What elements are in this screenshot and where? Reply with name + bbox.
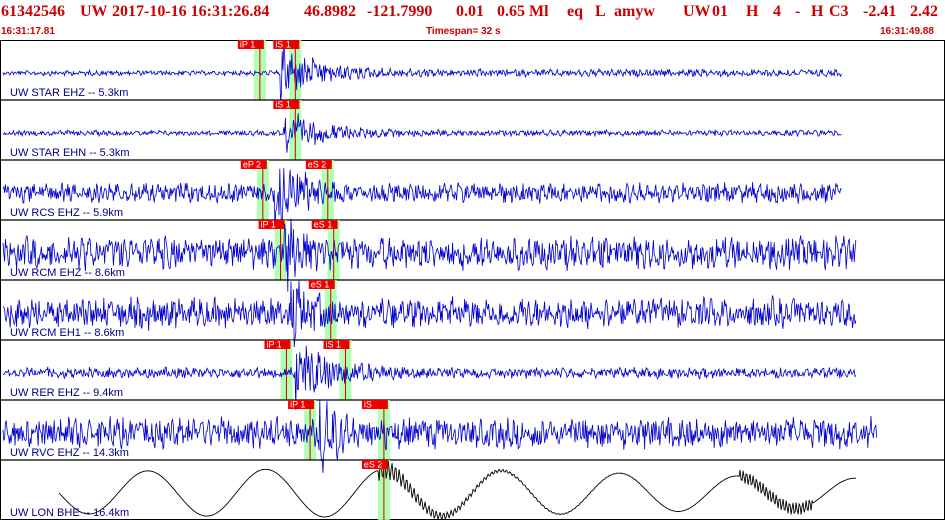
event-header: 61342546 UW 2017-10-16 16:31:26.84 46.89… — [0, 0, 945, 26]
pick-marker — [342, 341, 350, 347]
waveform-trace — [2, 218, 857, 292]
pick-marker — [380, 461, 388, 467]
pick-label: iS 1 — [275, 40, 291, 50]
timespan-label: Timespan= 32 s — [426, 26, 501, 37]
channel-label: UW RVC EHZ -- 14.3km — [10, 447, 129, 459]
pick-label: eS 1 — [311, 280, 330, 290]
event-id: 61342546 — [1, 3, 65, 20]
event-datetime: 2017-10-16 16:31:26.84 — [112, 3, 270, 20]
waveform-trace — [58, 459, 857, 520]
pick-box — [323, 340, 350, 349]
event-network-2: UW — [683, 3, 711, 20]
event-depth: 0.01 — [456, 3, 484, 20]
pick-label: eS 2 — [364, 460, 383, 470]
pick-box — [361, 460, 388, 469]
pick-marker — [282, 341, 290, 347]
channel-label: UW RCS EHZ -- 5.9km — [10, 207, 123, 219]
channel-label: UW STAR EHZ -- 5.3km — [10, 87, 128, 99]
start-time: 16:31:17.81 — [1, 26, 55, 37]
pick-box — [237, 40, 264, 49]
event-field-2: 4 — [773, 3, 781, 20]
channel-label: UW RCM EHZ -- 8.6km — [10, 267, 125, 279]
event-author: amyw — [614, 3, 655, 20]
pick-marker — [259, 161, 267, 167]
pick-label: eS 1 — [314, 220, 333, 230]
pick-box — [240, 160, 267, 169]
pick-box — [258, 220, 285, 229]
pick-label: iS 1 — [326, 340, 342, 350]
pick-box — [273, 40, 300, 49]
pick-box — [288, 400, 315, 409]
event-field-4: H — [811, 3, 824, 20]
event-value-2: 2.42 — [910, 3, 938, 20]
pick-marker — [277, 221, 285, 227]
pick-marker — [330, 221, 338, 227]
pick-marker — [380, 401, 388, 407]
pick-label: iP 1 — [266, 340, 281, 350]
pick-marker — [327, 281, 335, 287]
channel-label: UW STAR EHN -- 5.3km — [10, 147, 130, 159]
event-version: 01 — [712, 3, 728, 20]
pick-label: iP 1 — [240, 40, 255, 50]
event-network: UW — [80, 3, 108, 20]
waveform-trace — [3, 345, 857, 411]
channel-label: UW LON BHE -- 16.4km — [10, 507, 129, 519]
waveform-trace — [2, 43, 842, 102]
pick-box — [264, 340, 291, 349]
pick-box — [305, 160, 332, 169]
pick-label: iP 1 — [261, 220, 276, 230]
pick-marker — [256, 41, 264, 47]
pick-marker — [324, 161, 332, 167]
pick-label: iP 1 — [290, 400, 305, 410]
pick-label: eP 2 — [243, 160, 261, 170]
end-time: 16:31:49.88 — [880, 26, 934, 37]
pick-marker — [291, 41, 299, 47]
waveform-trace — [2, 168, 842, 229]
pick-marker — [306, 401, 314, 407]
event-flag: L — [595, 3, 606, 20]
waveform-trace — [2, 399, 877, 473]
pick-label: eS 2 — [308, 160, 327, 170]
event-value-1: -2.41 — [863, 3, 897, 20]
event-longitude: -121.7990 — [367, 3, 433, 20]
pick-box — [311, 220, 338, 229]
event-field-1: H — [746, 3, 759, 20]
event-magnitude: 0.65 Ml — [497, 3, 549, 20]
waveform-trace — [2, 113, 842, 153]
pick-label: iS — [364, 400, 372, 410]
waveform-trace — [2, 280, 857, 348]
event-field-3: - — [795, 3, 801, 20]
channel-label: UW RER EHZ -- 9.4km — [10, 387, 123, 399]
pick-box — [361, 400, 388, 409]
event-type: eq — [567, 3, 583, 20]
pick-label: iS 1 — [275, 100, 291, 110]
pick-marker — [291, 101, 299, 107]
channel-label: UW RCM EH1 -- 8.6km — [10, 327, 124, 339]
event-field-5: C3 — [829, 3, 849, 20]
event-latitude: 46.8982 — [304, 3, 356, 20]
pick-box — [273, 100, 300, 109]
pick-box — [308, 280, 335, 289]
